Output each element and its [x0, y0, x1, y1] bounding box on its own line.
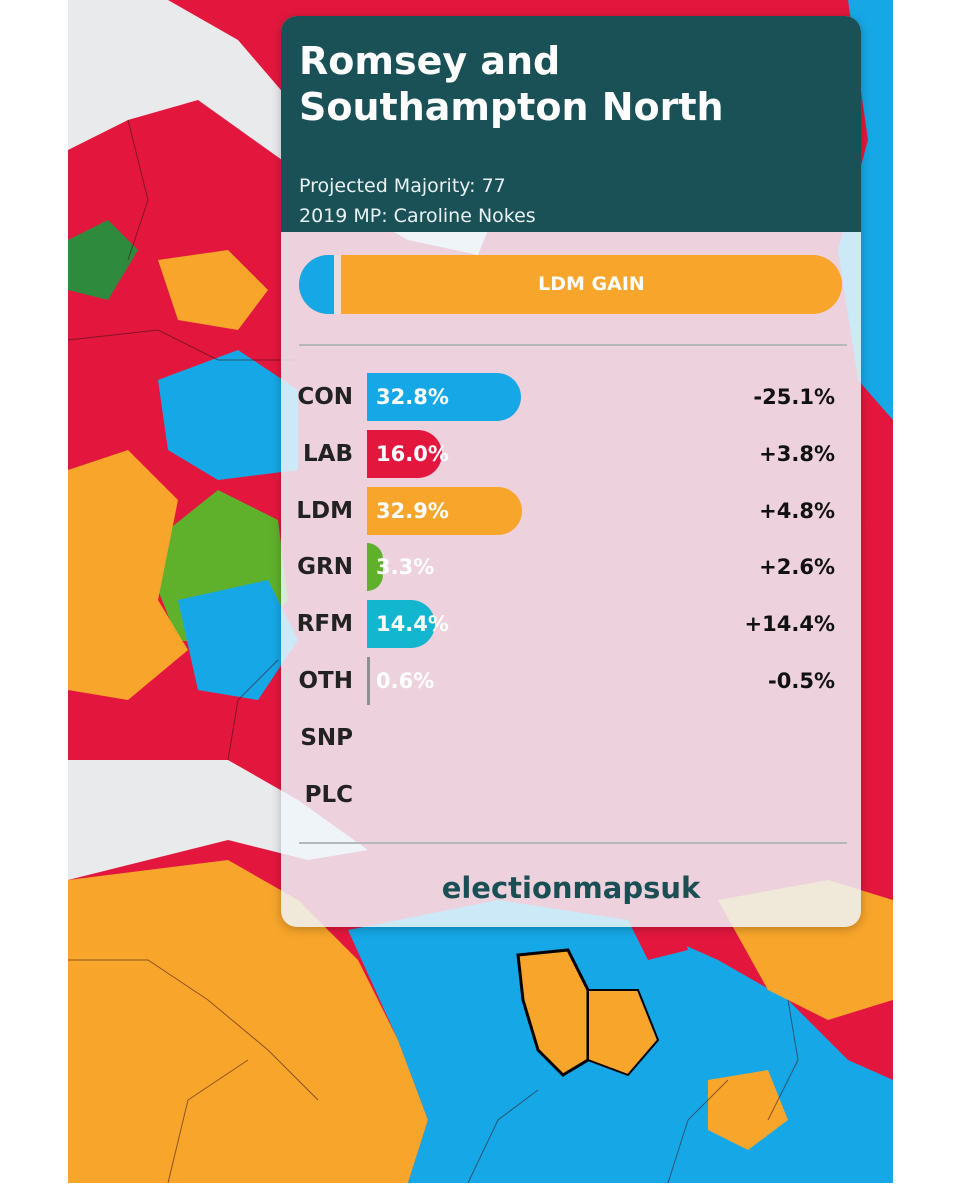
card-header: Romsey and Southampton North Projected M… — [281, 16, 861, 232]
projected-majority: Projected Majority: 77 — [299, 175, 506, 197]
vote-share-bar-grn — [367, 543, 383, 592]
vote-share-label: 32.9% — [376, 498, 449, 523]
vote-share-change-label: -0.5% — [768, 669, 835, 693]
vote-share-label: 14.4% — [376, 612, 449, 637]
result-banner-previous-party-segment — [299, 255, 334, 314]
vote-share-change-label: +3.8% — [759, 441, 835, 466]
party-row-ldm: LDM 32.9% +4.8% — [281, 486, 861, 535]
party-code: LDM — [296, 497, 353, 524]
vote-share-change-label: +14.4% — [744, 612, 835, 637]
party-code: PLC — [304, 781, 353, 808]
vote-share-change-label: -25.1% — [753, 385, 835, 409]
party-code: SNP — [300, 724, 353, 751]
result-banner: LDM GAIN — [299, 255, 842, 314]
party-code: RFM — [296, 611, 353, 638]
party-row-snp: SNP — [281, 714, 861, 762]
party-row-grn: GRN 3.3% +2.6% — [281, 543, 861, 592]
constituency-title: Romsey and Southampton North — [299, 39, 724, 129]
party-code: CON — [297, 384, 353, 410]
separator-bottom — [299, 842, 847, 844]
vote-share-label: 3.3% — [376, 555, 435, 580]
vote-share-label: 0.6% — [376, 669, 435, 693]
result-banner-divider — [334, 255, 341, 314]
party-row-rfm: RFM 14.4% +14.4% — [281, 600, 861, 649]
brand-name: electionmapsuk — [441, 871, 701, 905]
vote-share-label: 16.0% — [376, 441, 449, 466]
vote-share-bar-rfm — [367, 600, 435, 649]
constituency-card: Romsey and Southampton North Projected M… — [281, 16, 861, 927]
vote-share-change-label: +2.6% — [759, 555, 835, 580]
vote-share-label: 32.8% — [376, 385, 449, 409]
separator-top — [299, 344, 847, 346]
party-row-plc: PLC — [281, 771, 861, 819]
party-code: LAB — [303, 440, 353, 467]
previous-mp: 2019 MP: Caroline Nokes — [299, 205, 536, 227]
party-code: OTH — [298, 668, 354, 694]
party-code: GRN — [297, 554, 353, 581]
result-banner-label: LDM GAIN — [538, 273, 645, 295]
party-row-lab: LAB 16.0% +3.8% — [281, 429, 861, 478]
vote-share-bar-ldm — [367, 486, 522, 535]
vote-share-bar-con — [367, 373, 522, 421]
party-row-oth: OTH 0.6% -0.5% — [281, 657, 861, 705]
vote-share-change-label: +4.8% — [759, 498, 835, 523]
party-row-con: CON 32.8% -25.1% — [281, 373, 861, 421]
vote-share-bar-oth — [367, 657, 370, 705]
vote-share-bar-lab — [367, 429, 443, 478]
